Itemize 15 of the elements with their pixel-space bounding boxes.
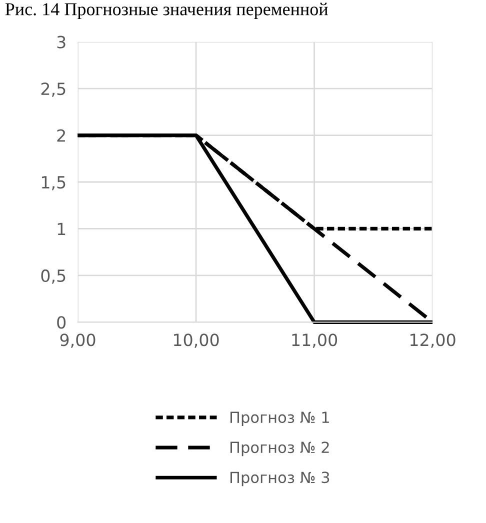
y-tick-label: 2,5: [41, 82, 66, 97]
y-tick-label: 0,5: [41, 269, 66, 284]
legend-label: Прогноз № 2: [230, 442, 329, 456]
chart-title: Рис. 14 Прогнозные значения переменной: [5, 2, 328, 19]
legend-label: Прогноз № 3: [230, 472, 330, 486]
x-tick-label: 11,00: [292, 334, 338, 348]
y-tick-label: 3: [57, 36, 66, 48]
y-tick-label: 0: [57, 316, 66, 329]
y-tick-label: 1,5: [42, 176, 66, 190]
x-tick-label: 12,00: [410, 334, 456, 348]
y-tick-label: 2: [57, 129, 65, 142]
y-tick-label: 1: [58, 222, 66, 236]
x-tick-label: 10,00: [174, 334, 219, 348]
x-tick-label: 9,00: [60, 334, 96, 348]
legend-label: Прогноз № 1: [230, 412, 329, 426]
